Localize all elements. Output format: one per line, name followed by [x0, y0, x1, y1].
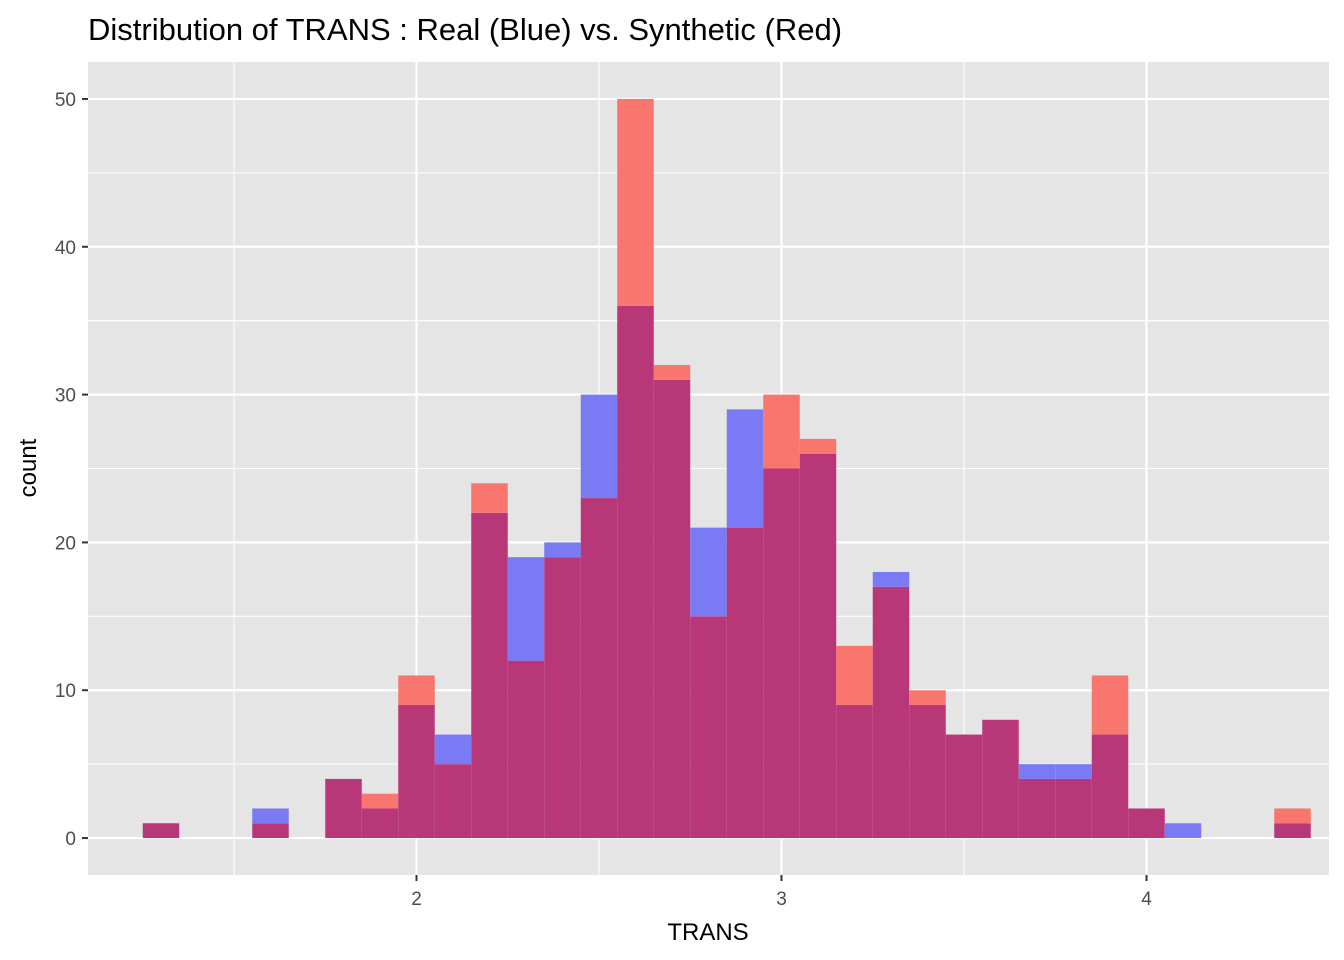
y-axis-title: count: [15, 438, 42, 497]
bar-synthetic: [1274, 808, 1311, 824]
bar-overlap: [471, 512, 508, 839]
bar-overlap: [836, 705, 873, 839]
bar-overlap: [434, 764, 472, 839]
bar-real: [1055, 764, 1092, 779]
bar-overlap: [325, 778, 362, 839]
bar-synthetic: [1091, 675, 1129, 735]
bar-real: [507, 557, 545, 661]
bar-synthetic: [617, 98, 654, 306]
y-axis: 0 10 20 30 40 50: [55, 90, 88, 850]
bar-overlap: [799, 453, 837, 839]
bar-overlap: [617, 305, 654, 839]
bar-overlap: [1128, 808, 1165, 839]
bar-real: [544, 542, 581, 558]
bar-synthetic: [763, 394, 800, 469]
bar-synthetic: [471, 483, 508, 513]
bar-overlap: [653, 379, 691, 839]
chart-title: Distribution of TRANS : Real (Blue) vs. …: [88, 12, 842, 47]
bar-overlap: [763, 468, 800, 839]
bar-synthetic: [653, 365, 691, 380]
bar-synthetic: [398, 675, 435, 706]
bar-overlap: [1018, 778, 1056, 839]
bar-overlap: [872, 586, 910, 839]
bar-real: [580, 394, 618, 499]
bar-real: [1018, 764, 1056, 779]
bar-overlap: [945, 734, 983, 839]
x-axis: 2 3 4: [411, 875, 1152, 910]
y-tick-label: 30: [55, 386, 76, 407]
bar-real: [1164, 823, 1202, 839]
bar-overlap: [544, 557, 581, 839]
bar-overlap: [726, 527, 764, 839]
x-tick-label: 3: [776, 889, 787, 910]
x-tick-label: 4: [1141, 889, 1152, 910]
bar-overlap: [252, 823, 289, 839]
bar-synthetic: [909, 690, 946, 706]
bar-real: [690, 527, 727, 617]
bar-synthetic: [799, 438, 837, 454]
bar-synthetic: [836, 645, 873, 706]
bar-overlap: [1055, 778, 1092, 839]
bar-real: [434, 734, 472, 765]
bar-overlap: [398, 705, 435, 839]
bar-overlap: [361, 808, 399, 839]
bar-overlap: [507, 660, 545, 839]
x-tick-label: 2: [411, 889, 422, 910]
y-tick-label: 40: [55, 238, 76, 259]
x-axis-title: TRANS: [667, 919, 748, 946]
bar-overlap: [142, 823, 180, 839]
histogram-bars: [142, 98, 1311, 839]
y-tick-label: 0: [65, 829, 76, 850]
bar-overlap: [982, 719, 1019, 839]
bar-real: [252, 808, 289, 824]
bar-synthetic: [361, 793, 399, 809]
bar-real: [726, 409, 764, 528]
bar-overlap: [580, 498, 618, 839]
bar-real: [872, 571, 910, 587]
y-tick-label: 50: [55, 90, 76, 111]
bar-overlap: [690, 616, 727, 839]
y-tick-label: 10: [55, 681, 76, 702]
y-tick-label: 20: [55, 533, 76, 554]
bar-overlap: [909, 705, 946, 839]
bar-overlap: [1091, 734, 1129, 839]
bar-overlap: [1274, 823, 1311, 839]
